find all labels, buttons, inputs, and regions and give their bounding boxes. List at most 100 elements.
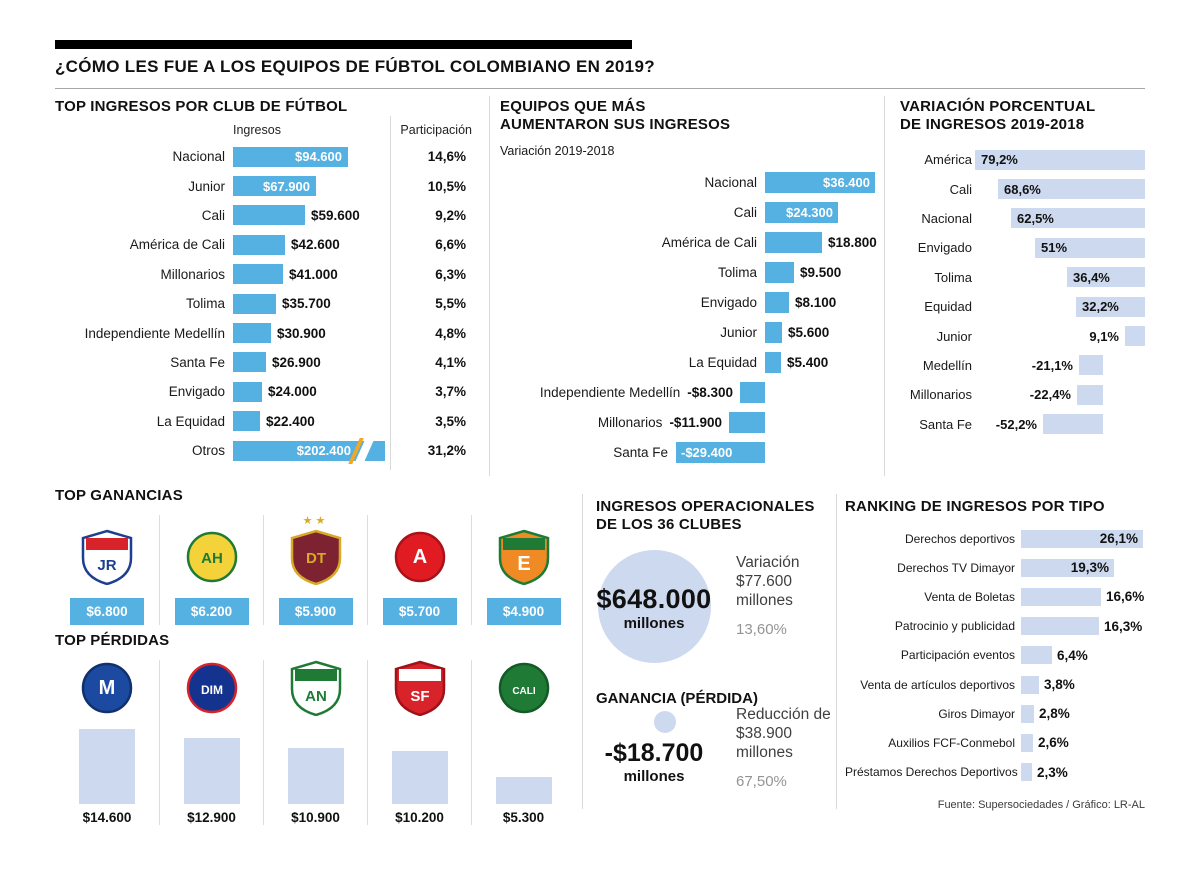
row-label: Envigado bbox=[168, 384, 225, 400]
variacion-row: Independiente Medellín -$8.300 bbox=[500, 377, 890, 407]
row-label: Derechos deportivos bbox=[904, 531, 1015, 546]
ingresos-row: Envigado $24.000 3,7% bbox=[55, 377, 480, 406]
row-label: La Equidad bbox=[156, 413, 225, 429]
row-left: Nacional bbox=[500, 175, 765, 190]
bar bbox=[233, 411, 260, 432]
row-share: 9,2% bbox=[435, 207, 466, 223]
row-label: Otros bbox=[191, 443, 225, 459]
bar-area: $35.700 bbox=[233, 293, 393, 314]
row-value: $5.300 bbox=[502, 810, 545, 825]
column-headers: Ingresos Participación bbox=[55, 123, 480, 137]
bar-area: $30.900 bbox=[233, 323, 393, 344]
row-value: -52,2% bbox=[995, 416, 1037, 432]
bar-field: 2,6% bbox=[1021, 733, 1145, 752]
bar-field: -22,4% bbox=[972, 384, 1145, 405]
svg-text:JR: JR bbox=[97, 557, 116, 574]
atletico-nacional-crest-icon: AN bbox=[290, 660, 341, 716]
participacion-divider bbox=[390, 116, 391, 470]
total-value: $648.000 bbox=[596, 584, 712, 614]
bar bbox=[183, 738, 240, 804]
row-value: 19,3% bbox=[1070, 560, 1109, 576]
team-column: SF $10.200 bbox=[367, 660, 471, 825]
variacion-row: Nacional $36.400 bbox=[500, 167, 890, 197]
row-label: América de Cali bbox=[661, 234, 757, 250]
chart-top-perdidas: TOP PÉRDIDAS M $14.600 DIM $12.900 AN $10.900… bbox=[55, 632, 577, 825]
row-value: $5.400 bbox=[787, 354, 829, 370]
chart-title-line: DE INGRESOS 2019-2018 bbox=[900, 116, 1085, 133]
ranking-row: Auxilios FCF-Conmebol 2,6% bbox=[845, 728, 1145, 757]
bar bbox=[765, 321, 782, 343]
row-value: -22,4% bbox=[1029, 387, 1071, 403]
independiente-medellin-crest-icon: DIM bbox=[186, 662, 237, 714]
column-header-ingresos: Ingresos bbox=[233, 123, 281, 137]
row-value: 36,4% bbox=[1073, 269, 1110, 285]
row-value: -$11.900 bbox=[669, 414, 722, 430]
row-value: 68,6% bbox=[1004, 181, 1041, 197]
bar-field: -21,1% bbox=[972, 355, 1145, 376]
row-value: 6,4% bbox=[1057, 647, 1088, 663]
row-label: Junior bbox=[720, 324, 757, 340]
chart-title: TOP PÉRDIDAS bbox=[55, 632, 170, 649]
row-left: Independiente Medellín -$8.300 bbox=[500, 381, 765, 403]
row-value: $67.900 bbox=[263, 178, 310, 194]
bar bbox=[1021, 675, 1039, 694]
chart-title-line: VARIACIÓN PORCENTUAL bbox=[900, 98, 1096, 115]
section-divider bbox=[836, 494, 837, 809]
bar bbox=[233, 352, 266, 373]
varpct-row: Cali 68,6% bbox=[900, 174, 1145, 203]
reduccion-line: millones bbox=[736, 744, 793, 761]
ingresos-row: Nacional $94.600 14,6% bbox=[55, 142, 480, 171]
bar bbox=[765, 291, 789, 313]
bar-field: 36,4% bbox=[972, 267, 1145, 288]
row-label: Santa Fe bbox=[170, 354, 225, 370]
total-value-block: $648.000 millones bbox=[579, 584, 729, 632]
varpct-row: América 79,2% bbox=[900, 145, 1145, 174]
row-label: Nacional bbox=[704, 174, 757, 190]
bar-area: $202.400 bbox=[233, 437, 393, 464]
row-value: $6.200 bbox=[174, 598, 249, 625]
svg-text:DIM: DIM bbox=[201, 683, 223, 697]
bar bbox=[1021, 646, 1052, 665]
bar-field: 32,2% bbox=[972, 296, 1145, 317]
chart-ranking-tipo: RANKING DE INGRESOS POR TIPO Derechos de… bbox=[845, 498, 1145, 787]
row-left: Tolima bbox=[500, 265, 765, 280]
bar-field: 16,6% bbox=[1021, 587, 1145, 606]
varpct-row: Santa Fe -52,2% bbox=[900, 410, 1145, 439]
ingresos-row: América de Cali $42.600 6,6% bbox=[55, 230, 480, 259]
ranking-row: Venta de artículos deportivos 3,8% bbox=[845, 670, 1145, 699]
svg-text:DT: DT bbox=[306, 550, 326, 567]
row-value: $22.400 bbox=[266, 413, 315, 429]
stats-title: INGRESOS OPERACIONALES DE LOS 36 CLUBES bbox=[596, 498, 832, 534]
bar-field: 16,3% bbox=[1021, 617, 1145, 636]
row-share: 31,2% bbox=[427, 443, 466, 459]
row-value: 51% bbox=[1041, 240, 1068, 256]
bar bbox=[1125, 326, 1145, 347]
row-value: $8.100 bbox=[795, 294, 837, 310]
bar-field: 62,5% bbox=[972, 208, 1145, 229]
row-right: $5.400 bbox=[765, 351, 890, 373]
row-value: 62,5% bbox=[1017, 210, 1054, 226]
bar-zone bbox=[79, 724, 135, 804]
row-value: $4.900 bbox=[486, 598, 561, 625]
variacion-line: Variación bbox=[736, 554, 800, 571]
row-value: $36.400 bbox=[823, 174, 870, 190]
bar: 51% bbox=[1035, 237, 1145, 258]
chart-title: VARIACIÓN PORCENTUAL DE INGRESOS 2019-20… bbox=[900, 98, 1145, 134]
svg-text:A: A bbox=[412, 546, 426, 568]
row-right: $18.800 bbox=[765, 231, 890, 253]
bar-area: $42.600 bbox=[233, 234, 393, 255]
ganancia-value-block: -$18.700 millones bbox=[579, 739, 729, 785]
row-label: Tolima bbox=[717, 264, 757, 280]
team-column: M $14.600 bbox=[55, 660, 159, 825]
america-de-cali-crest-icon: A bbox=[394, 531, 445, 583]
junior-crest-icon: JR bbox=[81, 529, 133, 585]
row-value: $24.300 bbox=[786, 204, 833, 220]
bar: $36.400 bbox=[765, 171, 875, 193]
row-label: América bbox=[924, 152, 972, 168]
row-value: 2,6% bbox=[1038, 735, 1069, 751]
bar-zone bbox=[287, 724, 344, 804]
svg-text:SF: SF bbox=[410, 688, 429, 705]
variacion-row: La Equidad $5.400 bbox=[500, 347, 890, 377]
chart-title-line: EQUIPOS QUE MÁS bbox=[500, 98, 646, 115]
